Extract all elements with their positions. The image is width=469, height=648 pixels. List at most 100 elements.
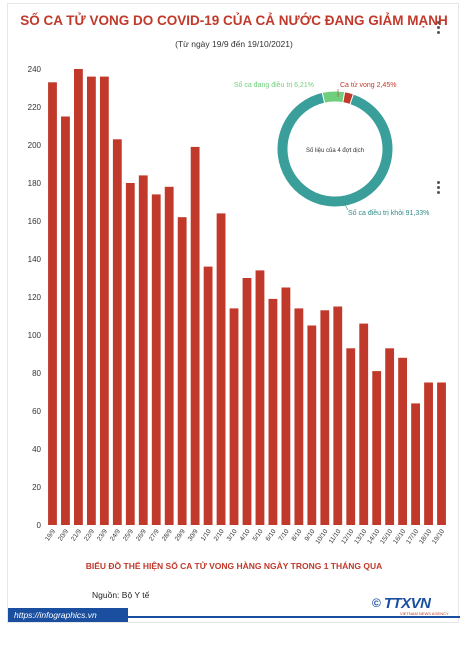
slice-label-recovered: Số ca điều trị khỏi 91,33%	[348, 208, 429, 217]
y-tick-label: 140	[28, 255, 42, 264]
bar	[86, 76, 96, 525]
x-tick-label: 19/10	[431, 528, 446, 546]
more-options-icon[interactable]	[435, 181, 443, 195]
y-tick-label: 20	[32, 483, 41, 492]
donut-background	[273, 87, 397, 211]
x-tick-label: 19/9	[44, 528, 57, 543]
bar	[190, 146, 200, 525]
x-tick-label: 12/10	[340, 528, 355, 546]
x-tick-label: 22/9	[83, 528, 96, 543]
bar	[61, 116, 70, 525]
slice-label-treating: Số ca đang điều trị 6,21%	[234, 80, 314, 89]
x-tick-label: 8/10	[291, 528, 304, 543]
x-tick-label: 18/10	[418, 528, 433, 546]
pie-slice	[276, 91, 394, 208]
bar	[333, 306, 343, 525]
pie-slice	[342, 91, 354, 106]
bar	[411, 403, 420, 525]
ttxvn-logo: © TTXVN	[372, 593, 431, 613]
x-tick-label: 15/10	[379, 528, 394, 546]
bar	[385, 348, 395, 525]
x-tick-label: 10/10	[314, 528, 329, 546]
x-tick-label: 23/9	[96, 528, 109, 543]
logo-subtitle: VIETNAM NEWS AGENCY	[400, 611, 449, 616]
bar	[151, 194, 161, 525]
y-tick-label: 100	[28, 331, 42, 340]
bar	[294, 308, 304, 525]
footer-divider	[8, 616, 460, 618]
bar	[203, 266, 213, 525]
bar	[74, 69, 83, 525]
bar	[307, 325, 317, 525]
leader-line	[343, 202, 349, 211]
bar	[359, 323, 369, 525]
bar	[112, 139, 122, 526]
y-tick-label: 60	[32, 407, 41, 416]
x-tick-label: 27/9	[148, 528, 161, 543]
x-axis: 19/9 20/9 21/9 22/9 23/9 24/9 25/9 26/9 27/9 28/9…	[44, 528, 446, 546]
bar	[48, 82, 57, 526]
y-tick-label: 120	[28, 293, 42, 302]
y-tick-label: 80	[32, 369, 41, 378]
y-tick-label: 220	[28, 103, 42, 112]
bar	[320, 310, 330, 525]
copyright-icon: ©	[372, 596, 381, 610]
bar-chart: 0 20 40 60 80 100 120 140 160 180 200 220 240 19/9 20…	[28, 65, 447, 546]
bar	[268, 298, 278, 525]
slice-label-deaths: Ca tử vong 2,45%	[340, 81, 396, 89]
x-tick-label: 6/10	[265, 528, 278, 543]
bar	[242, 278, 252, 525]
bar	[99, 76, 109, 525]
bar	[229, 308, 239, 525]
x-tick-label: 3/10	[226, 528, 239, 543]
x-tick-label: 20/9	[57, 528, 70, 543]
x-tick-label: 5/10	[252, 528, 265, 543]
y-axis: 0 20 40 60 80 100 120 140 160 180 200 220 240	[28, 65, 42, 530]
y-tick-label: 240	[28, 65, 42, 74]
bar	[398, 357, 408, 525]
bar	[437, 382, 446, 525]
x-tick-label: 7/10	[278, 528, 291, 543]
bar	[138, 175, 148, 525]
bar	[372, 371, 382, 525]
y-tick-label: 200	[28, 141, 42, 150]
infographic-card: SỐ CA TỬ VONG DO COVID-19 CỦA CẢ NƯỚC ĐA…	[7, 3, 460, 623]
x-tick-label: 16/10	[392, 528, 407, 546]
x-tick-label: 14/10	[366, 528, 381, 546]
x-tick-label: 4/10	[239, 528, 252, 543]
x-tick-label: 30/9	[187, 528, 200, 543]
y-tick-label: 160	[28, 217, 42, 226]
source-note: Nguồn: Bộ Y tế	[92, 590, 150, 600]
bar	[346, 348, 356, 525]
x-tick-label: 29/9	[174, 528, 187, 543]
y-tick-label: 0	[37, 521, 42, 530]
x-tick-label: 13/10	[353, 528, 368, 546]
bar	[216, 213, 226, 525]
bar	[424, 382, 433, 525]
bar	[125, 183, 135, 525]
x-tick-label: 21/9	[70, 528, 83, 543]
y-tick-label: 40	[32, 445, 41, 454]
bar	[255, 270, 265, 525]
x-tick-label: 2/10	[213, 528, 226, 543]
page-title: SỐ CA TỬ VONG DO COVID-19 CỦA CẢ NƯỚC ĐA…	[20, 13, 448, 28]
y-tick-label: 180	[28, 179, 42, 188]
x-tick-label: 17/10	[405, 528, 420, 546]
page-subtitle: (Từ ngày 19/9 đến 19/10/2021)	[175, 39, 293, 49]
pie-slice	[321, 90, 346, 104]
chart-title: BIỂU ĐỒ THỂ HIỆN SỐ CA TỬ VONG HÀNG NGÀY…	[85, 561, 383, 571]
donut-center-label: Số liệu của 4 đợt dịch	[306, 147, 364, 154]
donut-chart: Số liệu của 4 đợt dịch Số ca điều trị khỏ…	[234, 80, 430, 217]
x-tick-label: 1/10	[200, 528, 213, 543]
x-tick-label: 28/9	[161, 528, 174, 543]
x-tick-label: 26/9	[135, 528, 148, 543]
more-options-icon[interactable]	[435, 21, 443, 35]
bar	[164, 186, 174, 526]
footer-url-link[interactable]: https://infographics.vn	[8, 608, 128, 622]
logo-text: TTXVN	[383, 594, 431, 612]
bar	[177, 217, 187, 525]
bar	[281, 287, 291, 525]
bar-series	[48, 69, 446, 526]
x-tick-label: 25/9	[122, 528, 135, 543]
x-tick-label: 24/9	[109, 528, 122, 543]
